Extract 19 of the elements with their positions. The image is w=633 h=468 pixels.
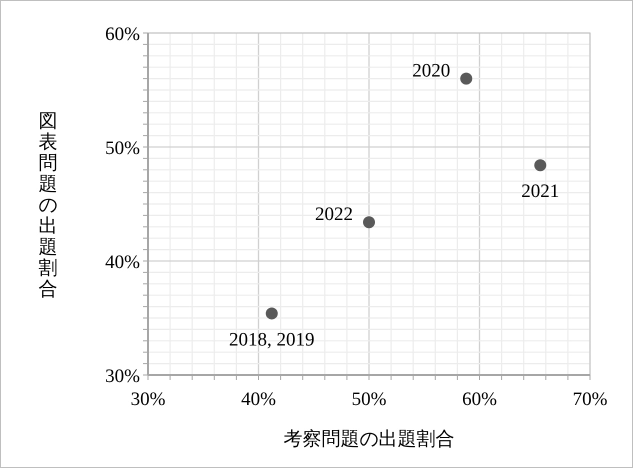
x-tick-label: 70% [572, 389, 608, 410]
point [460, 72, 472, 85]
x-tick-label: 40% [241, 389, 276, 410]
x-tick-label: 60% [462, 389, 498, 410]
y-tick-label: 40% [105, 252, 140, 273]
y-tick-label: 50% [105, 138, 140, 159]
x-tick-label: 50% [352, 389, 387, 410]
annotation: 2018, 2019 [229, 329, 315, 350]
point [363, 216, 375, 228]
y-tick-label: 30% [105, 366, 140, 387]
point [266, 307, 278, 320]
y-tick-label: 60% [105, 24, 140, 45]
text: 図表問題の出題割合 [38, 111, 58, 300]
annotation: 2022 [315, 204, 353, 226]
x-axis-title: 考察問題の出題割合 [284, 428, 454, 450]
annotation: 2021 [521, 181, 560, 202]
x-tick-label: 30% [130, 389, 166, 410]
point [534, 159, 546, 172]
annotation: 2020 [412, 60, 450, 82]
